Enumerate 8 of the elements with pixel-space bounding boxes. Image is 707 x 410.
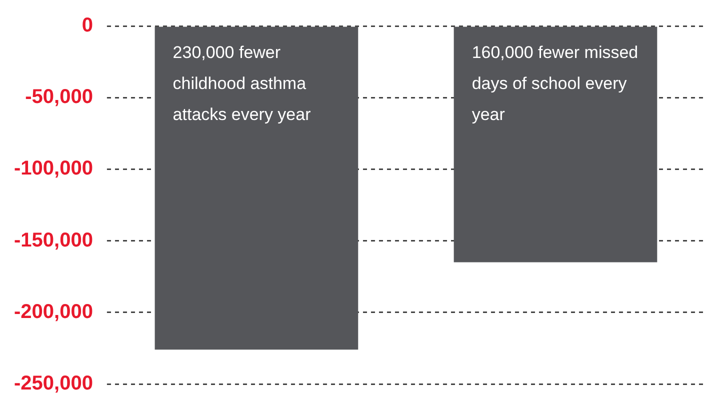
y-tick-label: -250,000 bbox=[14, 372, 93, 395]
y-tick-label: -150,000 bbox=[14, 229, 93, 252]
annotation: 160,000 fewer missed days of school every year bbox=[472, 42, 638, 124]
y-tick-label: -200,000 bbox=[14, 300, 93, 323]
y-tick-label: 0 bbox=[82, 14, 93, 37]
annotation: 230,000 fewer childhood asthma attacks every year bbox=[172, 42, 312, 124]
y-tick-label: -50,000 bbox=[25, 86, 93, 108]
y-tick-label: -100,000 bbox=[14, 158, 93, 180]
